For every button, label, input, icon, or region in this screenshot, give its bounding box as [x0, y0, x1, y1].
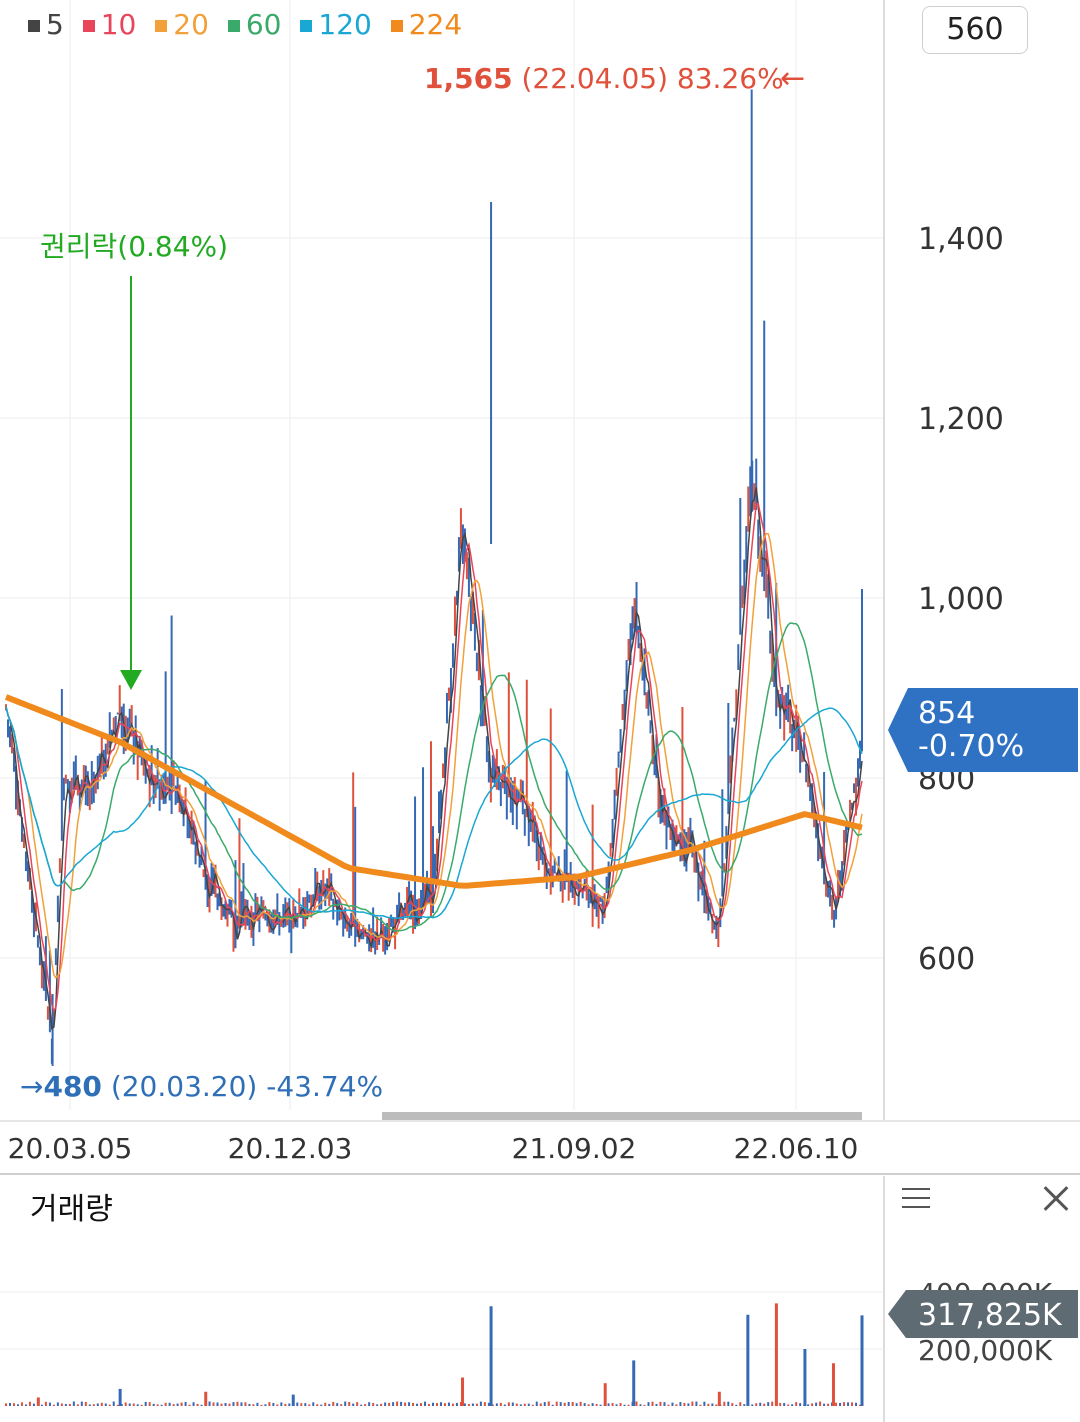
- zoom-level-box[interactable]: 560: [922, 6, 1028, 54]
- legend-item-ma10[interactable]: 10: [82, 8, 136, 41]
- low-arrow-icon: →: [20, 1070, 43, 1103]
- ma-line-224: [4, 694, 863, 889]
- rights-event-marker-icon: [120, 670, 142, 690]
- ma-legend: 5 10 20 60 120 224: [28, 8, 472, 41]
- current-price-badge: [888, 688, 1078, 772]
- low-annotation: →480 (20.03.20) -43.74%: [20, 1070, 383, 1103]
- y-tick-label: 1,200: [918, 402, 1004, 437]
- volume-current: 317,825K: [918, 1298, 1063, 1333]
- volume-panel-title: 거래량: [30, 1192, 113, 1227]
- x-tick-label: 20.03.05: [8, 1132, 133, 1165]
- high-annotation: 1,565 (22.04.05) 83.26%: [424, 62, 784, 95]
- y-tick-label: 600: [918, 942, 975, 977]
- legend-item-ma224[interactable]: 224: [390, 8, 462, 41]
- horizontal-scrollbar[interactable]: [382, 1112, 862, 1120]
- current-price: 854: [918, 696, 975, 731]
- hamburger-icon[interactable]: [898, 1180, 934, 1216]
- ma-line: [5, 502, 863, 1013]
- low-detail: (20.03.20) -43.74%: [102, 1070, 383, 1103]
- y-tick-label: 1,400: [918, 222, 1004, 257]
- y-tick-label: 1,000: [918, 582, 1004, 617]
- ma-line: [5, 532, 863, 980]
- high-price: 1,565: [424, 62, 513, 95]
- close-icon[interactable]: [1036, 1178, 1076, 1218]
- ma-line: [5, 487, 863, 1031]
- volume-grid: [0, 1291, 884, 1350]
- high-detail: (22.04.05) 83.26%: [513, 62, 784, 95]
- x-tick-label: 20.12.03: [228, 1132, 353, 1165]
- date-x-axis: 20.03.05 20.12.03 21.09.02 22.06.10: [8, 1132, 859, 1165]
- ma-line: [5, 622, 863, 932]
- high-arrow-icon: ←: [780, 61, 805, 96]
- x-tick-label: 21.09.02: [512, 1132, 637, 1165]
- legend-item-ma120[interactable]: 120: [300, 8, 372, 41]
- low-price: 480: [43, 1070, 101, 1103]
- volume-current-badge: [888, 1290, 1078, 1338]
- volume-bars: [5, 1303, 864, 1406]
- moving-average-lines: [4, 487, 863, 1031]
- ma-line: [5, 706, 863, 920]
- legend-item-ma60[interactable]: 60: [227, 8, 281, 41]
- legend-item-ma20[interactable]: 20: [155, 8, 209, 41]
- x-tick-label: 22.06.10: [734, 1132, 859, 1165]
- volume-tick-label: 200,000K: [918, 1334, 1053, 1367]
- current-change: -0.70%: [918, 729, 1024, 764]
- price-plot: [4, 89, 863, 1066]
- rights-event-label: 권리락(0.84%): [40, 230, 228, 263]
- legend-item-ma5[interactable]: 5: [28, 8, 64, 41]
